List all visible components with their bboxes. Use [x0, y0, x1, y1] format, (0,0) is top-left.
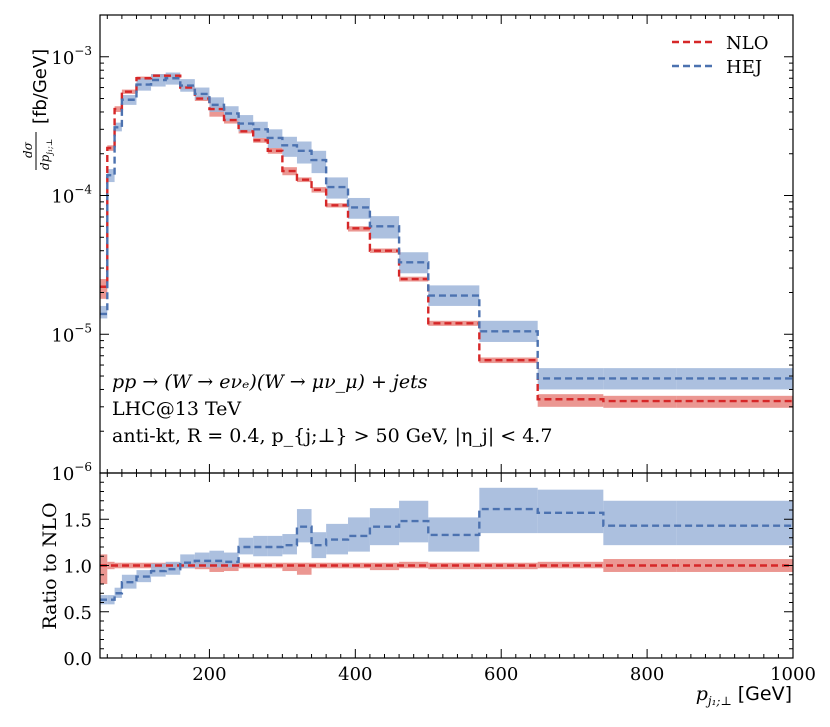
annotation-collider: LHC@13 TeV: [112, 398, 241, 420]
ylabel-fraction-denominator: dpj₁;⊥: [38, 139, 54, 170]
top-band-nlo-2: [114, 106, 122, 112]
ratio-band-hej-8: [194, 552, 210, 568]
top-band-nlo-23: [537, 394, 604, 407]
top-band-nlo-13: [267, 148, 283, 154]
top-band-hej-24: [603, 368, 677, 390]
top-band-hej-0: [100, 305, 108, 319]
ratio-panel-frame: [99, 472, 794, 659]
axis-tick-labels: 200 400 600 800 1000 10−6 10−5 10−4 10−3 0.0 0.5 1.…: [51, 44, 816, 685]
top-panel-bands: [100, 72, 793, 408]
annotation-process: pp → (W → eνₑ)(W → μν_μ) + jets: [112, 371, 428, 393]
top-band-hej-20: [399, 252, 429, 274]
ratio-band-nlo-14: [282, 562, 297, 572]
top-series-nlo: [100, 74, 793, 403]
top-band-hej-4: [136, 78, 152, 91]
top-panel-lines: [100, 74, 793, 403]
ratio-band-nlo-23: [537, 561, 604, 569]
ratio-band-hej-9: [209, 550, 225, 568]
ratio-ytick-label-0: 0.0: [63, 649, 92, 670]
x-tick-label-200: 200: [192, 664, 226, 685]
ratio-band-nlo-1: [107, 561, 115, 570]
ylabel-unit: [fb/GeV]: [30, 49, 51, 124]
ratio-band-hej-25: [676, 500, 793, 546]
top-band-hej-14: [282, 136, 297, 157]
top-band-hej-19: [369, 216, 400, 239]
ratio-panel-bands: [100, 487, 793, 605]
top-ytick-label-−4: 10−4: [51, 183, 92, 208]
process-annotations: pp → (W → eνₑ)(W → μν_μ) + jets LHC@13 T…: [112, 371, 552, 447]
top-band-nlo-21: [428, 320, 480, 326]
ratio-ytick-label-1: 0.5: [63, 603, 92, 624]
ratio-band-hej-5: [151, 563, 166, 577]
top-band-hej-16: [311, 150, 327, 174]
legend-label-hej: HEJ: [726, 57, 762, 78]
top-ytick-label-−5: 10−5: [51, 321, 92, 346]
legend-label-nlo: NLO: [726, 33, 768, 54]
top-band-hej-12: [253, 121, 268, 138]
ratio-band-hej-24: [603, 500, 677, 546]
ratio-band-hej-13: [267, 535, 283, 557]
x-tick-label-1000: 1000: [770, 664, 816, 685]
ratio-band-nlo-4: [136, 562, 152, 569]
top-series-hej: [100, 77, 793, 380]
top-band-nlo-19: [369, 248, 400, 254]
top-band-hej-17: [326, 177, 349, 199]
top-band-hej-13: [267, 129, 283, 149]
ratio-ytick-label-3: 1.5: [63, 510, 92, 531]
top-ytick-label-−3: 10−3: [51, 44, 92, 69]
ratio-band-nlo-2: [114, 562, 122, 569]
ratio-band-nlo-3: [121, 562, 137, 569]
ratio-band-hej-10: [224, 552, 239, 568]
ratio-ylabel: Ratio to NLO: [39, 502, 61, 629]
ratio-band-hej-18: [348, 517, 370, 552]
x-tick-label-800: 800: [630, 664, 664, 685]
x-axis-label: pj₁;⊥ [GeV]: [696, 683, 792, 708]
legend: NLO HEJ: [672, 33, 768, 78]
x-tick-label-400: 400: [338, 664, 372, 685]
ratio-band-nlo-13: [267, 562, 283, 569]
top-band-hej-15: [296, 141, 312, 164]
top-ytick-label-−6: 10−6: [51, 460, 92, 485]
ratio-band-hej-1: [107, 595, 115, 605]
top-band-nlo-12: [253, 137, 268, 143]
top-band-hej-11: [238, 115, 254, 132]
ratio-panel-lines: [100, 507, 793, 601]
ylabel-fraction-numerator: dσ: [21, 141, 35, 158]
x-tick-label-600: 600: [484, 664, 518, 685]
top-band-nlo-0: [100, 279, 108, 299]
ratio-band-nlo-19: [369, 562, 400, 571]
annotation-cuts: anti-kt, R = 0.4, p_{j;⊥} > 50 GeV, |η_j…: [112, 425, 552, 447]
ratio-band-nlo-25: [676, 559, 793, 572]
ratio-band-hej-23: [537, 489, 604, 534]
ratio-series-hej: [100, 507, 793, 601]
top-band-hej-18: [348, 197, 370, 219]
ratio-band-hej-22: [479, 487, 538, 534]
ratio-band-nlo-0: [100, 554, 108, 584]
top-band-nlo-24: [603, 395, 677, 408]
ratio-band-nlo-16: [311, 562, 327, 569]
ratio-ytick-label-2: 1.0: [63, 557, 92, 578]
top-ylabel: dσ dpj₁;⊥ [fb/GeV]: [21, 49, 54, 170]
